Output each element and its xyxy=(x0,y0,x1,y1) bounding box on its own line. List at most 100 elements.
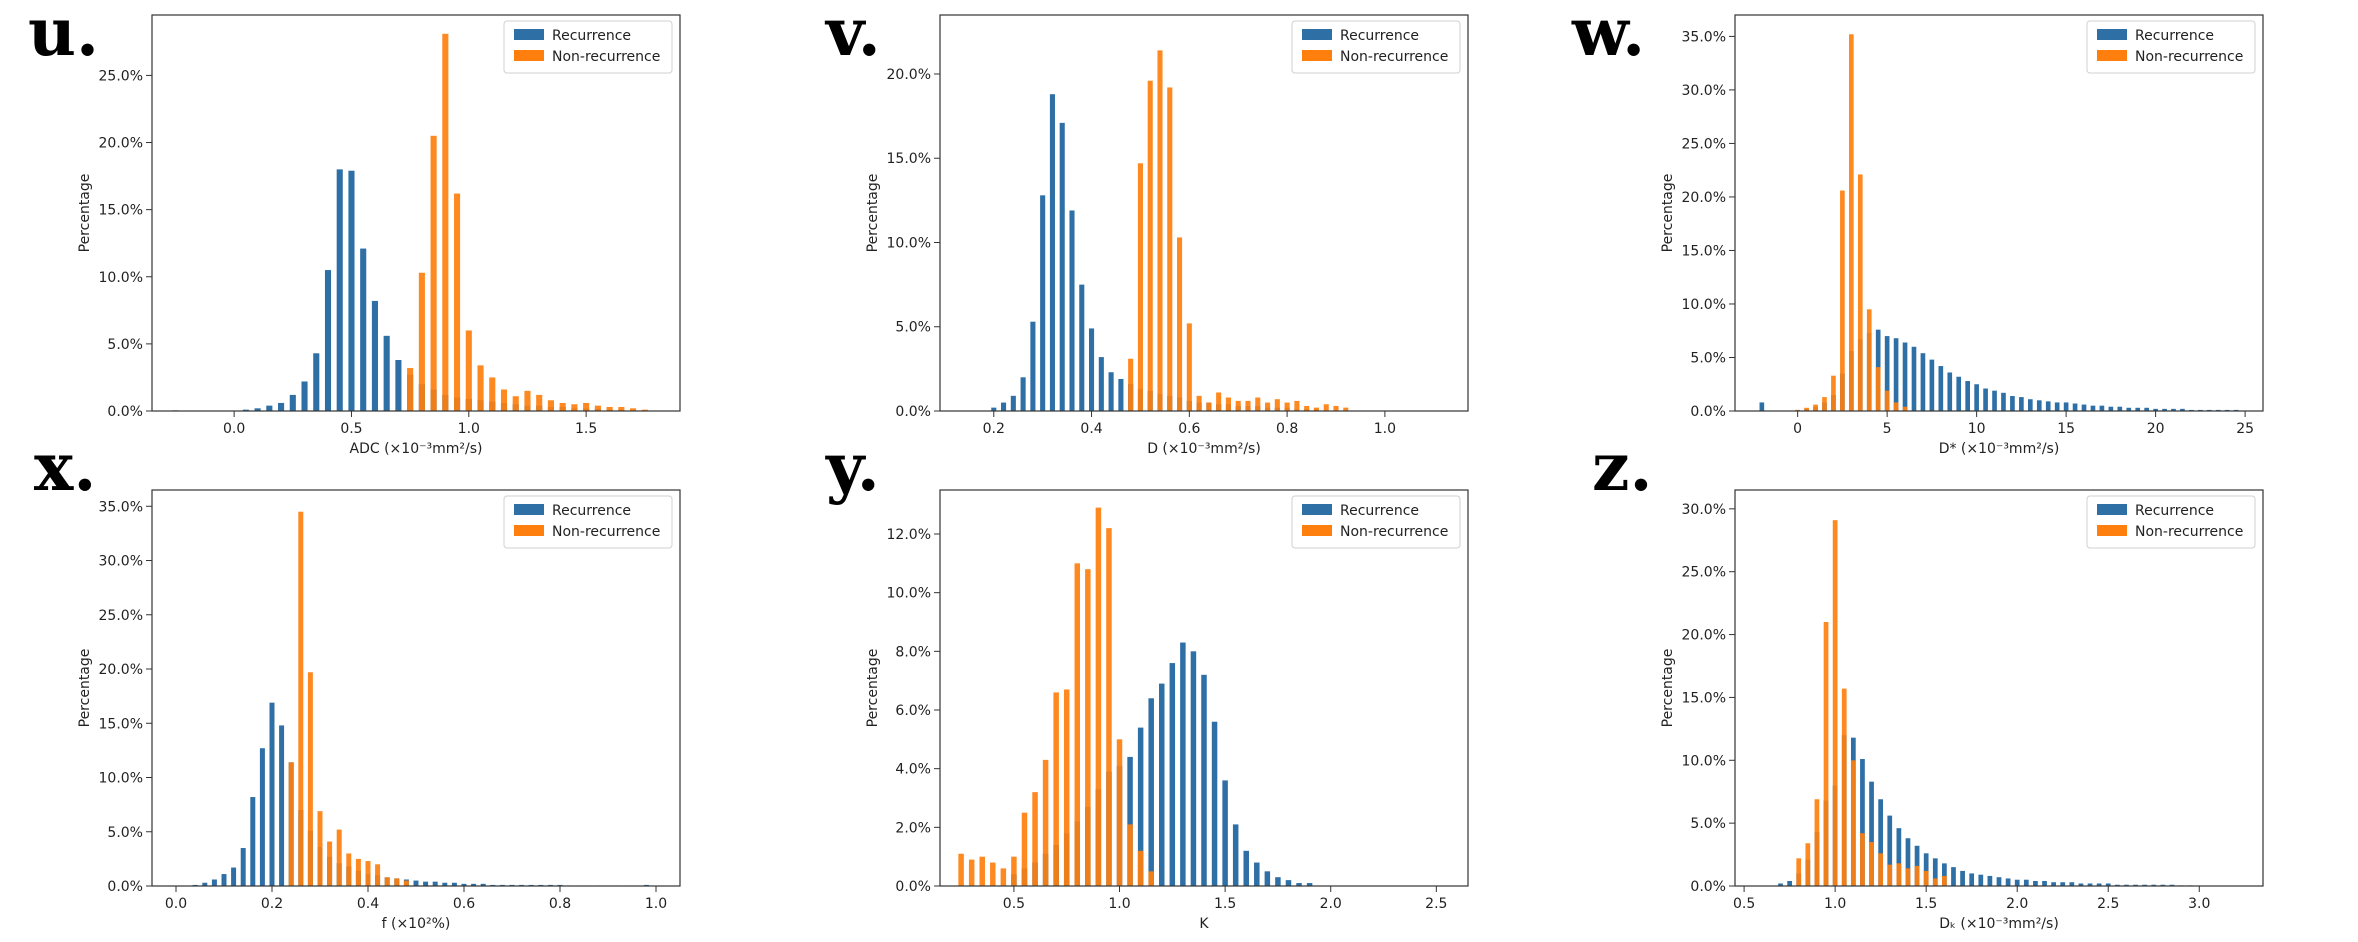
y-tick-label: 20.0% xyxy=(99,136,143,152)
bar-non-recurrence xyxy=(1167,87,1173,412)
x-tick-label: 1.5 xyxy=(1915,896,1937,912)
bar-recurrence xyxy=(1951,867,1956,886)
bar-recurrence xyxy=(2105,883,2111,886)
x-tick-label: 1.0 xyxy=(1108,896,1130,912)
x-tick-label: 5 xyxy=(1883,421,1892,437)
bar-non-recurrence xyxy=(1914,865,1920,886)
legend: Recurrence Non-recurrence xyxy=(2086,495,2256,549)
bar-non-recurrence xyxy=(1887,864,1893,886)
panel-letter: w. xyxy=(1571,0,1645,71)
y-axis-label: Percentage xyxy=(865,174,881,253)
legend-swatch-non-recurrence xyxy=(514,525,544,536)
bar-non-recurrence xyxy=(1884,390,1890,411)
bar-non-recurrence xyxy=(1147,80,1153,411)
bar-non-recurrence xyxy=(1804,407,1809,411)
y-tick-label: 0.0% xyxy=(107,879,143,895)
bar-recurrence xyxy=(2005,878,2011,886)
bar-recurrence xyxy=(231,867,237,886)
bar-recurrence xyxy=(1920,353,1926,411)
bar-recurrence xyxy=(2096,883,2102,886)
bar-recurrence xyxy=(1911,346,1917,411)
bar-non-recurrence xyxy=(1116,739,1123,886)
bar-recurrence xyxy=(2014,879,2020,886)
bar-recurrence xyxy=(1942,863,1947,886)
bar-non-recurrence xyxy=(968,859,975,886)
bar-non-recurrence xyxy=(355,858,361,886)
y-axis-label: Percentage xyxy=(77,649,93,728)
bar-recurrence xyxy=(242,409,249,411)
x-axis-label: D* (×10⁻³mm²/s) xyxy=(1939,441,2060,457)
bar-non-recurrence xyxy=(1857,174,1863,411)
bar-recurrence xyxy=(1978,874,1984,886)
bar-recurrence xyxy=(2042,880,2047,886)
x-tick-label: 0.4 xyxy=(1080,421,1102,437)
bar-non-recurrence xyxy=(1245,400,1251,411)
plot-frame xyxy=(1734,14,2264,412)
bar-non-recurrence xyxy=(1265,402,1271,411)
bar-recurrence xyxy=(2135,407,2141,411)
legend-swatch-non-recurrence xyxy=(2097,50,2127,61)
y-tick-label: 10.0% xyxy=(1682,753,1726,769)
bars-group xyxy=(192,511,649,886)
bar-non-recurrence xyxy=(1849,34,1854,411)
bar-non-recurrence xyxy=(1095,507,1102,886)
x-tick-label: 1.0 xyxy=(458,421,480,437)
bar-recurrence xyxy=(1759,402,1765,411)
x-tick-label: 2.0 xyxy=(2006,896,2028,912)
legend-swatch-non-recurrence xyxy=(1302,525,1332,536)
bar-non-recurrence xyxy=(1923,870,1929,886)
bar-recurrence xyxy=(1938,366,1944,411)
bar-recurrence xyxy=(301,381,308,411)
legend-label-recurrence: Recurrence xyxy=(552,28,631,44)
bar-recurrence xyxy=(2099,405,2105,411)
y-tick-label: 0.0% xyxy=(107,404,143,420)
legend-swatch-recurrence xyxy=(2097,504,2127,515)
x-tick-label: 0.5 xyxy=(1733,896,1755,912)
bar-recurrence xyxy=(1932,858,1938,886)
y-tick-label: 10.0% xyxy=(1682,297,1726,313)
bar-non-recurrence xyxy=(1021,812,1028,886)
legend-swatch-recurrence xyxy=(514,504,544,515)
bar-non-recurrence xyxy=(1063,689,1070,886)
bar-recurrence xyxy=(1965,381,1970,411)
y-tick-label: 15.0% xyxy=(1682,690,1726,706)
plot-frame xyxy=(939,489,1469,887)
bar-non-recurrence xyxy=(365,861,371,886)
bar-recurrence xyxy=(1914,845,1920,886)
bar-recurrence xyxy=(1974,384,1979,411)
bar-non-recurrence xyxy=(618,406,625,411)
bar-recurrence xyxy=(2169,884,2175,886)
bar-recurrence xyxy=(2162,408,2167,411)
legend-label-non-recurrence: Non-recurrence xyxy=(552,49,660,65)
bar-recurrence xyxy=(1884,336,1890,411)
bar-non-recurrence xyxy=(1225,397,1231,411)
bar-recurrence xyxy=(2010,396,2015,411)
bar-recurrence xyxy=(250,797,256,886)
bar-recurrence xyxy=(278,402,285,411)
bar-non-recurrence xyxy=(1294,400,1300,411)
bar-recurrence xyxy=(2142,884,2148,886)
legend-label-non-recurrence: Non-recurrence xyxy=(2135,524,2243,540)
legend-label-recurrence: Recurrence xyxy=(2135,503,2214,519)
bar-non-recurrence xyxy=(384,877,390,886)
bar-non-recurrence xyxy=(288,762,294,886)
bar-non-recurrence xyxy=(1323,404,1329,411)
bar-non-recurrence xyxy=(465,330,472,411)
bar-non-recurrence xyxy=(583,402,590,411)
chart-panel-5: z. 0.5 1.0 1.5 2.0 2.5 3.0 0.0% 5.0% 10.0% 15.0% 20… xyxy=(1592,428,2264,932)
bar-non-recurrence xyxy=(1032,792,1038,886)
bar-recurrence xyxy=(2133,884,2138,886)
bar-non-recurrence xyxy=(1932,878,1938,886)
bars-group xyxy=(172,33,648,411)
bar-non-recurrence xyxy=(524,390,531,411)
bar-recurrence xyxy=(259,748,265,886)
bar-recurrence xyxy=(1902,342,1908,411)
bar-recurrence xyxy=(1878,799,1884,886)
bars-group xyxy=(1759,34,2239,411)
bar-non-recurrence xyxy=(1042,759,1049,886)
bar-recurrence xyxy=(2090,405,2096,411)
bar-recurrence xyxy=(2063,402,2069,411)
y-tick-label: 10.0% xyxy=(887,235,931,251)
y-tick-label: 20.0% xyxy=(887,67,931,83)
